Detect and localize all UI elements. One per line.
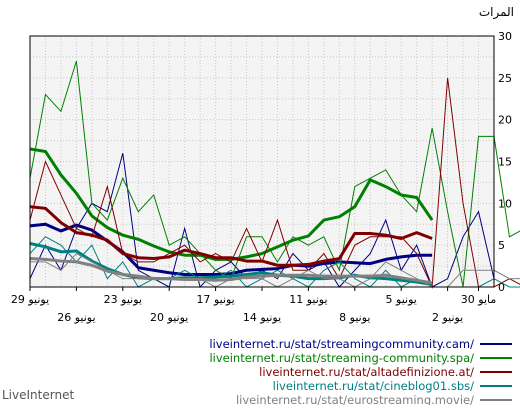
y-tick-label: 5	[498, 239, 505, 252]
legend-label: liveinternet.ru/stat/streamingcommunity.…	[209, 337, 474, 351]
y-tick-label: 15	[498, 156, 512, 169]
x-tick-label: 2 يونيو	[432, 311, 463, 324]
series-1-daily-line	[29, 60, 520, 288]
legend-label: liveinternet.ru/stat/streaming-community…	[209, 351, 474, 365]
x-tick-label: 29 يونيو	[11, 293, 49, 306]
series-2-average-line	[29, 205, 433, 267]
series-0-average-line	[29, 222, 433, 276]
x-tick-label: 26 يونيو	[57, 311, 95, 324]
legend-label: liveinternet.ru/stat/eurostreaming.movie…	[236, 393, 474, 405]
y-tick-label: 20	[498, 114, 512, 127]
y-tick-label: 30	[498, 30, 512, 43]
series-4-average-line	[29, 257, 433, 285]
x-tick-label: 5 يونيو	[386, 293, 417, 306]
series-2-daily-line	[29, 77, 520, 289]
y-axis-label: المرات	[479, 5, 514, 20]
x-tick-label: 30 مايو	[461, 293, 497, 306]
y-tick-label: 10	[498, 197, 512, 210]
legend-label: liveinternet.ru/stat/altadefinizione.at/	[259, 365, 474, 379]
legend-label: liveinternet.ru/stat/cineblog01.sbs/	[273, 379, 474, 393]
x-tick-label: 11 يونيو	[289, 293, 327, 306]
x-tick-label: 14 يونيو	[243, 311, 281, 324]
x-tick-label: 23 يونيو	[104, 293, 142, 306]
y-tick-label: 25	[498, 72, 512, 85]
site-credit: LiveInternet	[2, 388, 75, 402]
x-tick-label: 17 يونيو	[196, 293, 234, 306]
series-4-daily-line	[30, 252, 520, 288]
y-tick-label: 0	[498, 281, 505, 294]
x-tick-label: 20 يونيو	[150, 311, 188, 324]
x-tick-label: 8 يونيو	[339, 311, 370, 324]
